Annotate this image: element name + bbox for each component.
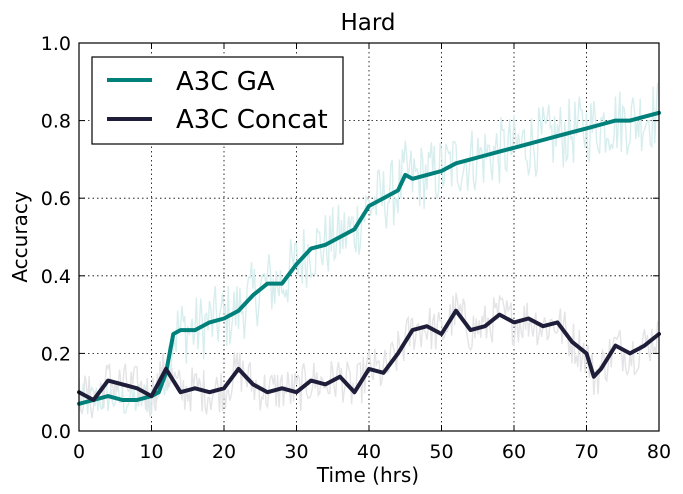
series-band bbox=[78, 82, 659, 415]
chart-title: Hard bbox=[340, 10, 395, 36]
series-line bbox=[77, 308, 661, 402]
y-tick-label: 0.6 bbox=[41, 188, 71, 210]
x-tick-label: 80 bbox=[647, 441, 671, 463]
x-tick-label: 70 bbox=[574, 441, 598, 463]
legend-box bbox=[91, 56, 344, 145]
y-tick-label: 0.4 bbox=[41, 266, 71, 288]
x-tick-label: 60 bbox=[502, 441, 526, 463]
axis-ticks: 0 10 20 30 40 50 60 70 80 0.0 0.2 0.4 0.6 0.8 1.0 bbox=[41, 33, 671, 463]
series-band bbox=[78, 292, 659, 419]
series-line bbox=[77, 110, 661, 406]
y-tick-label: 0.0 bbox=[41, 421, 71, 443]
legend-label-a3c-ga: A3C GA bbox=[176, 67, 275, 97]
x-axis-label: Time (hrs) bbox=[316, 463, 419, 487]
x-tick-label: 50 bbox=[429, 441, 453, 463]
x-tick-label: 10 bbox=[139, 441, 163, 463]
x-tick-label: 40 bbox=[357, 441, 381, 463]
y-tick-label: 0.2 bbox=[41, 343, 71, 365]
legend: A3C GA A3C Concat bbox=[91, 56, 344, 145]
y-tick-label: 1.0 bbox=[41, 33, 71, 55]
legend-label-a3c-concat: A3C Concat bbox=[176, 105, 328, 135]
series-lines bbox=[77, 110, 661, 406]
grid bbox=[79, 43, 659, 431]
x-tick-label: 20 bbox=[212, 441, 236, 463]
y-tick-label: 0.8 bbox=[41, 111, 71, 133]
x-tick-label: 30 bbox=[284, 441, 308, 463]
x-tick-label: 0 bbox=[73, 441, 85, 463]
y-axis-label: Accuracy bbox=[8, 191, 32, 282]
